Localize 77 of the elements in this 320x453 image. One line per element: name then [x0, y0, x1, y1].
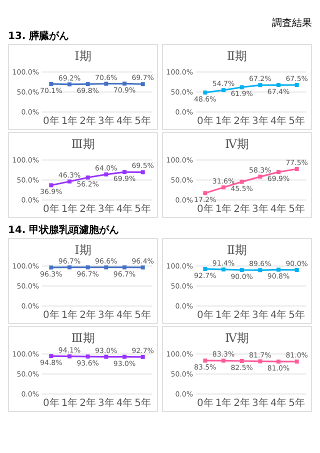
x-tick-label: 3年	[98, 115, 114, 127]
point	[240, 180, 244, 184]
x-tick-label: 0年	[42, 397, 60, 409]
point	[258, 83, 262, 88]
x-tick-label: 1年	[61, 397, 78, 409]
x-tick-label: 5年	[288, 203, 306, 215]
x-tick-label: 3年	[98, 203, 114, 215]
x-tick-label: 4年	[270, 115, 287, 127]
point	[49, 183, 54, 188]
point	[276, 170, 280, 174]
point	[122, 170, 126, 174]
x-tick-label: 4年	[270, 309, 287, 321]
x-tick-label: 4年	[116, 397, 133, 409]
x-tick-label: 2年	[234, 115, 250, 127]
text: 14. 甲状腺乳頭濾胞がん	[8, 224, 120, 236]
point	[258, 174, 262, 179]
chart-title: Ⅰ期	[74, 49, 92, 63]
point	[203, 90, 208, 95]
x-tick-label: 5年	[134, 203, 152, 215]
x-tick-label: 2年	[234, 309, 250, 321]
chart-title: Ⅲ期	[71, 331, 95, 345]
x-tick-label: 0年	[42, 309, 60, 321]
x-tick-label: 1年	[215, 115, 232, 127]
x-tick-label: 5年	[288, 115, 306, 127]
x-tick-label: 2年	[80, 397, 96, 409]
text: 調査結果	[272, 17, 312, 29]
x-tick-label: 4年	[116, 115, 133, 127]
x-tick-label: 2年	[234, 203, 250, 215]
point	[104, 172, 108, 176]
x-tick-label: 1年	[61, 203, 78, 215]
point	[294, 83, 299, 87]
x-tick-label: 3年	[98, 397, 114, 409]
x-tick-label: 1年	[61, 115, 78, 127]
x-tick-label: 0年	[42, 203, 60, 215]
chart-title: Ⅱ期	[226, 49, 248, 63]
point	[86, 176, 90, 180]
x-tick-label: 2年	[80, 203, 96, 215]
point	[222, 88, 226, 92]
x-tick-label: 3年	[98, 309, 114, 321]
x-tick-label: 5年	[134, 309, 152, 321]
x-tick-label: 1年	[215, 397, 232, 409]
x-tick-label: 5年	[288, 309, 306, 321]
x-tick-label: 2年	[80, 115, 96, 127]
x-tick-label: 0年	[196, 309, 214, 321]
x-tick-label: 5年	[134, 115, 152, 127]
x-tick-label: 1年	[215, 309, 232, 321]
text: 13. 膵臓がん	[8, 30, 70, 42]
point	[276, 83, 280, 88]
x-tick-label: 5年	[288, 397, 306, 409]
chart-title: Ⅱ期	[226, 243, 248, 257]
x-tick-label: 1年	[61, 309, 78, 321]
x-tick-label: 4年	[116, 309, 133, 321]
chart-title: Ⅳ期	[225, 331, 249, 345]
point	[68, 179, 72, 184]
point	[203, 191, 208, 196]
chart-title: Ⅲ期	[71, 137, 95, 151]
point	[240, 85, 244, 90]
x-tick-label: 0年	[196, 203, 214, 215]
x-tick-label: 0年	[42, 115, 60, 127]
chart-title: Ⅳ期	[225, 137, 249, 151]
x-tick-label: 4年	[116, 203, 133, 215]
point	[294, 167, 299, 171]
x-tick-label: 0年	[196, 397, 214, 409]
x-tick-label: 3年	[252, 397, 268, 409]
x-tick-label: 0年	[196, 115, 214, 127]
point	[140, 170, 145, 174]
chart-title: Ⅰ期	[74, 243, 92, 257]
x-tick-label: 2年	[234, 397, 250, 409]
point	[222, 185, 226, 190]
x-tick-label: 2年	[80, 309, 96, 321]
x-tick-label: 3年	[252, 115, 268, 127]
x-tick-label: 3年	[252, 309, 268, 321]
x-tick-label: 1年	[215, 203, 232, 215]
x-tick-label: 4年	[270, 397, 287, 409]
x-tick-label: 3年	[252, 203, 268, 215]
x-tick-label: 5年	[134, 397, 152, 409]
x-tick-label: 4年	[270, 203, 287, 215]
